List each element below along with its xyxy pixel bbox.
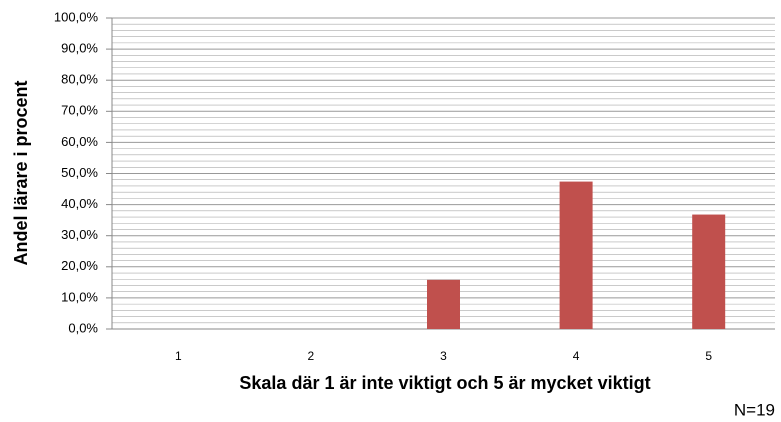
y-tick-label: 70,0% <box>61 103 98 118</box>
x-tick-label: 3 <box>440 349 447 363</box>
y-tick-label: 30,0% <box>61 227 98 242</box>
y-tick-label: 80,0% <box>61 72 98 87</box>
y-tick-label: 100,0% <box>54 9 99 24</box>
bar <box>692 214 726 329</box>
x-tick-label: 1 <box>175 349 182 363</box>
x-tick-label: 2 <box>308 349 315 363</box>
y-tick-label: 40,0% <box>61 196 98 211</box>
x-tick-label: 5 <box>705 349 712 363</box>
y-tick-label: 10,0% <box>61 289 98 304</box>
y-tick-label: 0,0% <box>68 320 98 335</box>
x-tick-label: 4 <box>573 349 580 363</box>
bar <box>427 279 460 329</box>
y-tick-label: 60,0% <box>61 134 98 149</box>
y-axis-label: Andel lärare i procent <box>11 80 31 265</box>
x-axis-label: Skala där 1 är inte viktigt och 5 är myc… <box>239 373 650 393</box>
y-tick-label: 90,0% <box>61 41 98 56</box>
y-tick-label: 50,0% <box>61 165 98 180</box>
y-tick-label: 20,0% <box>61 258 98 273</box>
bar <box>559 181 593 329</box>
annotation: N=19 <box>734 400 775 419</box>
